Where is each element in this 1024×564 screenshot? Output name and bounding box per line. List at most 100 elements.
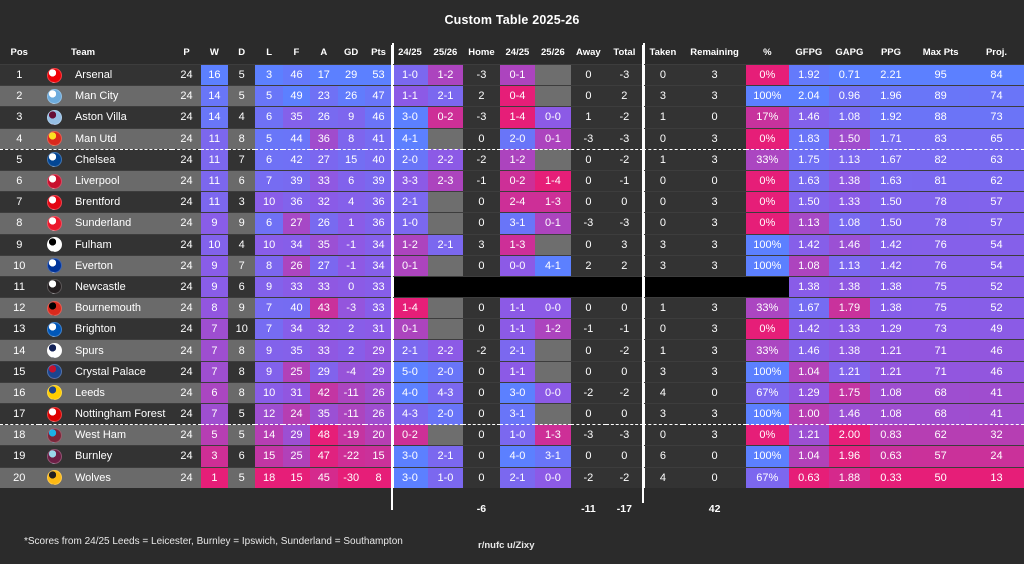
cell-gd: 9 <box>337 106 365 129</box>
cell-for: 40 <box>282 297 311 319</box>
table-row[interactable]: 10 Everton 24 9 7 8 26 27 -1 34 0-1 0 0-0 4-1 2 2 3 3 100%… <box>0 254 1024 277</box>
cell-lost: 6 <box>255 148 283 171</box>
cell-max-pts: 57 <box>912 445 970 468</box>
cell-ppg: 0.33 <box>869 466 913 489</box>
cell-max-pts: 76 <box>912 233 970 256</box>
cell-pos: 3 <box>0 106 39 129</box>
cell-projection: 63 <box>969 148 1024 171</box>
cell-team-name: West Ham <box>70 424 173 446</box>
cell-played: 24 <box>172 360 201 383</box>
table-row[interactable]: 8 Sunderland 24 9 9 6 27 26 1 36 1-0 0 3-1 0-1 -3 -3 0 3 0… <box>0 212 1024 234</box>
table-row[interactable]: 2 Man City 24 14 5 5 49 23 26 47 1-1 2-1 2 0-4 0 2 3 3 100… <box>0 85 1024 107</box>
cell-percent: 0% <box>746 169 789 192</box>
table-row[interactable]: 9 Fulham 24 10 4 10 34 35 -1 34 1-2 2-1 3 1-3 0 3 3 3 100%… <box>0 233 1024 256</box>
header-away-diff: Away <box>570 43 607 65</box>
cell-total-diff: -2 <box>606 381 643 404</box>
cell-points-remaining: 3 <box>683 254 747 277</box>
table-row[interactable]: 7 Brentford 24 11 3 10 36 32 4 36 2-1 0 2-4 1-3 0 0 0 3 0%… <box>0 191 1024 213</box>
cell-home-diff: 3 <box>463 233 500 256</box>
cell-drawn: 5 <box>228 402 256 425</box>
cell-gfpg: 1.29 <box>788 381 830 404</box>
cell-home-2425: 0-1 <box>392 318 428 340</box>
cell-away-2526: 1-2 <box>535 318 571 340</box>
table-row[interactable]: 6 Liverpool 24 11 6 7 39 33 6 39 3-3 2-3 -1 0-2 1-4 0 -1… <box>0 169 1024 192</box>
cell-gfpg: 1.38 <box>788 275 830 298</box>
table-row[interactable]: 12 Bournemouth 24 8 9 7 40 43 -3 33 1-4 0 1-1 0-0 0 0 1 3… <box>0 297 1024 319</box>
table-row[interactable]: 15 Crystal Palace 24 7 8 9 25 29 -4 29 5-0 2-0 0 1-1 0… <box>0 360 1024 383</box>
cell-played: 24 <box>172 297 201 319</box>
cell-for: 49 <box>282 85 311 107</box>
cell-gd: 15 <box>337 148 365 171</box>
cell-home-diff: -3 <box>463 63 500 86</box>
cell-home-diff: -2 <box>463 339 500 362</box>
cell-total-diff: -2 <box>606 466 643 489</box>
cell-percent: 33% <box>746 148 789 171</box>
cell-ppg: 0.83 <box>869 424 913 446</box>
cell-away-diff: -2 <box>570 466 607 489</box>
cell-away-diff: 0 <box>570 402 607 425</box>
cell-pos: 19 <box>0 445 39 468</box>
cell-lost: 7 <box>255 169 283 192</box>
cell-pos: 9 <box>0 233 39 256</box>
cell-gapg: 1.38 <box>829 169 870 192</box>
cell-points-remaining <box>683 275 747 298</box>
table-row[interactable]: 4 Man Utd 24 11 8 5 44 36 8 41 4-1 0 2-0 0-1 -3 -3 0 3 0% 1… <box>0 127 1024 150</box>
cell-team-name: Man City <box>70 85 173 107</box>
table-row[interactable]: 14 Spurs 24 7 8 9 35 33 2 29 2-1 2-2 -2 2-1 0 -2 1 3 33% 1.… <box>0 339 1024 362</box>
cell-total-diff: 0 <box>606 402 643 425</box>
cell-total-diff: 2 <box>606 254 643 277</box>
cell-won: 10 <box>200 233 229 256</box>
cell-percent: 0% <box>746 212 789 234</box>
totals-away: -11 <box>581 503 596 515</box>
cell-played: 24 <box>172 424 201 446</box>
cell-projection: 54 <box>969 233 1024 256</box>
cell-pos: 5 <box>0 148 39 171</box>
header-gd: GD <box>337 43 365 65</box>
cell-max-pts: 83 <box>912 127 970 150</box>
cell-projection: 84 <box>969 63 1024 86</box>
cell-lost: 5 <box>255 85 283 107</box>
header-percent: % <box>746 43 789 65</box>
cell-lost: 15 <box>255 445 283 468</box>
cell-points-taken: 0 <box>642 63 684 86</box>
cell-drawn: 3 <box>228 191 256 213</box>
cell-against: 26 <box>310 212 338 234</box>
cell-home-2526 <box>427 254 464 277</box>
table-row[interactable]: 1 Arsenal 24 16 5 3 46 17 29 53 1-0 1-2 -3 0-1 0 -3 0 3 0%… <box>0 63 1024 86</box>
cell-points-remaining: 3 <box>683 127 747 150</box>
cell-against: 35 <box>310 233 338 256</box>
cell-gd: 4 <box>337 191 365 213</box>
cell-points-taken: 1 <box>642 339 684 362</box>
cell-for: 39 <box>282 169 311 192</box>
cell-home-2425 <box>392 275 428 298</box>
cell-away-2425: 1-1 <box>499 360 536 383</box>
table-row[interactable]: 19 Burnley 24 3 6 15 25 47 -22 15 3-0 2-1 0 4-0 3-1 0 0 6… <box>0 445 1024 468</box>
cell-percent <box>746 275 789 298</box>
cell-gd: -1 <box>337 233 365 256</box>
table-row[interactable]: 20 Wolves 24 1 5 18 15 45 -30 8 3-0 1-0 0 2-1 0-0 -2 -2 4… <box>0 466 1024 489</box>
table-row[interactable]: 13 Brighton 24 7 10 7 34 32 2 31 0-1 0 1-1 1-2 -1 -1 0 3 0… <box>0 318 1024 340</box>
cell-home-2526 <box>427 127 464 150</box>
cell-team-name: Spurs <box>70 339 173 362</box>
cell-points: 26 <box>364 402 393 425</box>
header-ppg: PPG <box>869 43 913 65</box>
cell-away-2526: 0-1 <box>535 127 571 150</box>
table-row[interactable]: 3 Aston Villa 24 14 4 6 35 26 9 46 3-0 0-2 -3 1-4 0-0 1… <box>0 106 1024 129</box>
table-row[interactable]: 17 Nottingham Forest 24 7 5 12 24 35 -11 26 4-3 2-0… <box>0 402 1024 425</box>
table-row[interactable]: 16 Leeds 24 6 8 10 31 42 -11 26 4-0 4-3 0 3-0 0-0 -2 -2 4… <box>0 381 1024 404</box>
cell-lost: 10 <box>255 233 283 256</box>
cell-for: 35 <box>282 339 311 362</box>
cell-points-remaining: 3 <box>683 297 747 319</box>
cell-max-pts: 71 <box>912 339 970 362</box>
cell-points-remaining: 3 <box>683 85 747 107</box>
table-row[interactable]: 11 Newcastle 24 9 6 9 33 33 0 33 1.38 1.38 1.38 75 52 <box>0 275 1024 298</box>
cell-gd: -4 <box>337 360 365 383</box>
cell-drawn: 6 <box>228 169 256 192</box>
cell-team-name: Chelsea <box>70 148 173 171</box>
table-row[interactable]: 18 West Ham 24 5 5 14 29 48 -19 20 0-2 0 1-0 1-3 -3 -3 0… <box>0 424 1024 446</box>
table-row[interactable]: 5 Chelsea 24 11 7 6 42 27 15 40 2-0 2-2 -2 1-2 0 -2 1 3 33… <box>0 148 1024 171</box>
cell-home-2526: 2-0 <box>427 402 464 425</box>
cell-away-2425: 3-1 <box>499 402 536 425</box>
cell-points-taken: 0 <box>642 169 684 192</box>
cell-ppg: 2.21 <box>869 63 913 86</box>
